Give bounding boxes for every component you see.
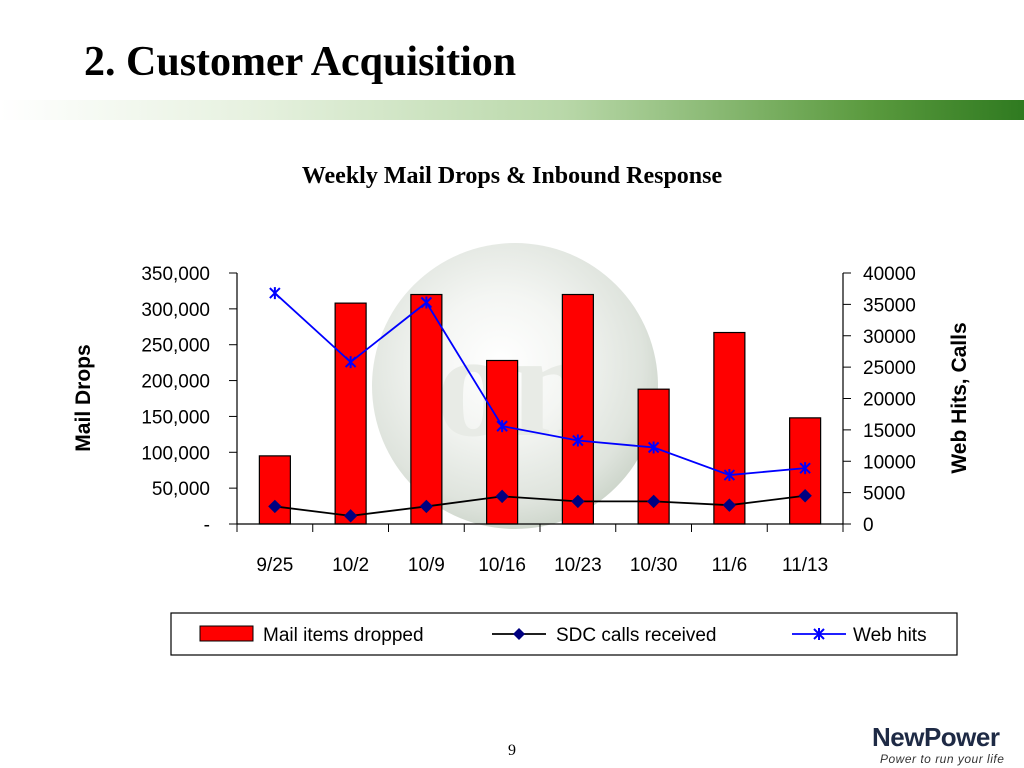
x-tick-label: 10/30 xyxy=(630,555,678,576)
y-right-tick-label: 25000 xyxy=(863,358,916,379)
legend-label-web: Web hits xyxy=(853,625,927,646)
x-tick-label: 10/23 xyxy=(554,555,602,576)
y-right-axis-title: Web Hits, Calls xyxy=(948,322,971,473)
y-left-tick-label: 150,000 xyxy=(141,407,210,428)
page-number: 9 xyxy=(500,742,524,760)
bar-mail-items xyxy=(335,303,366,524)
y-right-tick-label: 35000 xyxy=(863,295,916,316)
y-left-tick-label: - xyxy=(204,515,210,536)
x-tick-label: 10/16 xyxy=(478,555,526,576)
legend-label-sdc: SDC calls received xyxy=(556,625,717,646)
bar-mail-items xyxy=(562,295,593,524)
x-tick-label: 9/25 xyxy=(256,555,293,576)
y-left-tick-label: 200,000 xyxy=(141,372,210,393)
y-right-tick-label: 5000 xyxy=(863,484,905,505)
y-left-tick-label: 250,000 xyxy=(141,336,210,357)
logo-tagline: Power to run your life xyxy=(880,752,1004,766)
bar-mail-items xyxy=(259,456,290,524)
point-web-hits xyxy=(270,287,280,299)
y-left-axis-title: Mail Drops xyxy=(72,344,95,451)
y-right-tick-label: 10000 xyxy=(863,452,916,473)
brand-logo: NewPower Power to run your life xyxy=(872,722,1022,766)
x-tick-label: 10/9 xyxy=(408,555,445,576)
logo-name: NewPower xyxy=(872,722,1000,753)
y-right-tick-label: 15000 xyxy=(863,421,916,442)
x-tick-label: 11/13 xyxy=(782,555,828,576)
y-left-tick-label: 100,000 xyxy=(141,443,210,464)
y-right-tick-label: 0 xyxy=(863,515,874,536)
bar-mail-items xyxy=(411,295,442,524)
legend-label-mail: Mail items dropped xyxy=(263,625,424,646)
bar-mail-items xyxy=(714,333,745,524)
y-right-tick-label: 40000 xyxy=(863,264,916,285)
y-right-tick-label: 20000 xyxy=(863,390,916,411)
y-right-tick-label: 30000 xyxy=(863,327,916,348)
legend-swatch-mail xyxy=(200,626,253,641)
x-tick-label: 10/2 xyxy=(332,555,369,576)
y-left-tick-label: 350,000 xyxy=(141,264,210,285)
y-left-tick-label: 50,000 xyxy=(152,479,210,500)
y-left-tick-label: 300,000 xyxy=(141,300,210,321)
x-tick-label: 11/6 xyxy=(712,555,748,576)
